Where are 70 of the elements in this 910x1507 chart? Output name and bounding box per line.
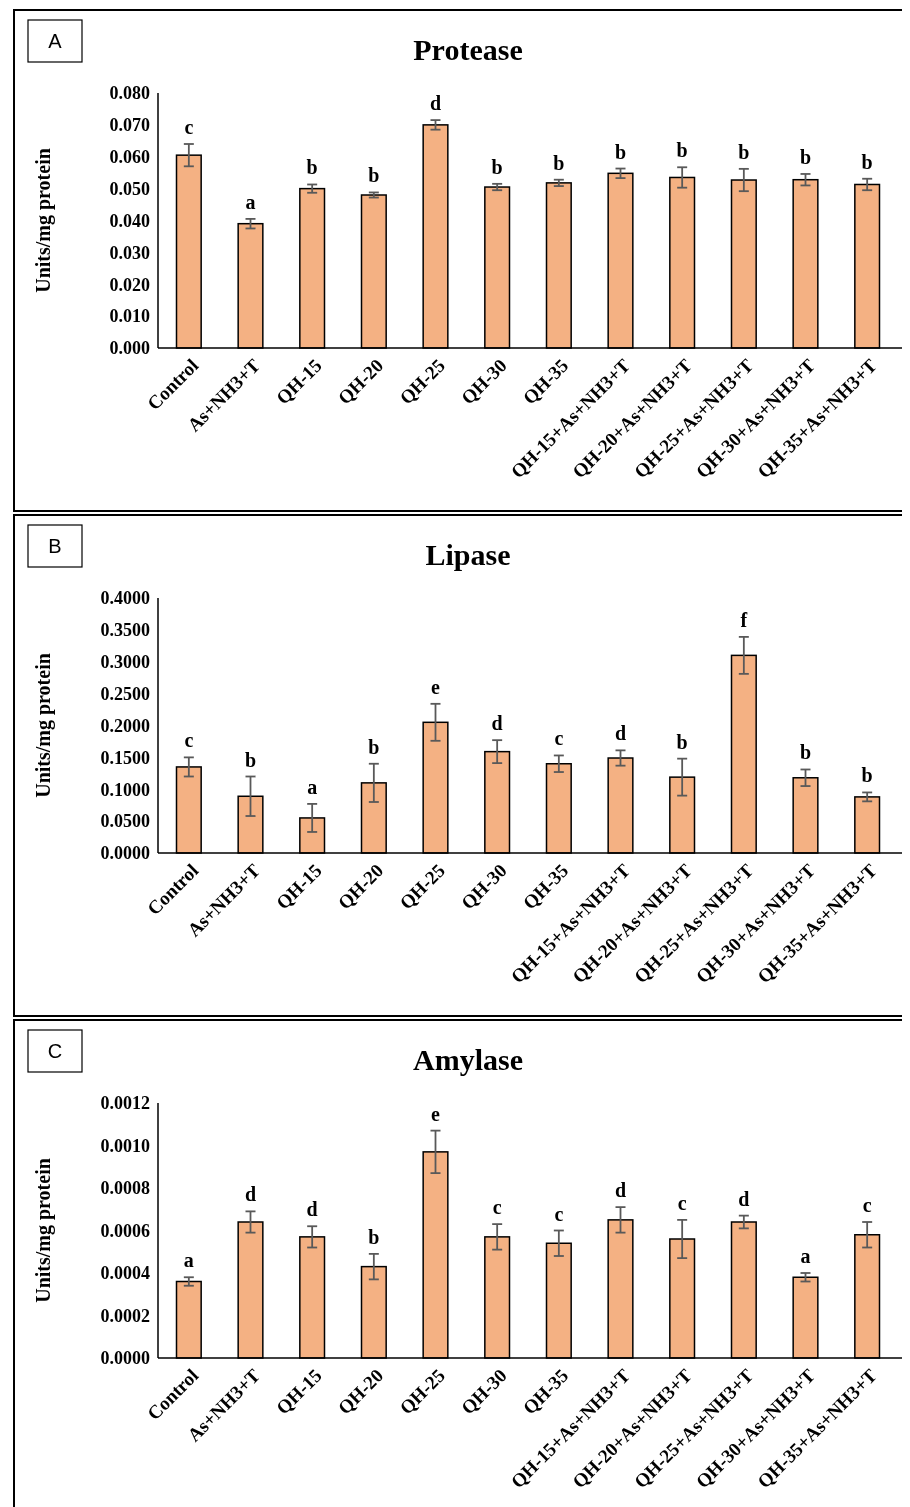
y-tick-label: 0.0006 <box>100 1220 150 1241</box>
annotation: c <box>184 116 194 138</box>
chart-title: Protease <box>413 33 523 66</box>
annotation: e <box>431 1102 441 1125</box>
y-tick-label: 0.040 <box>109 210 150 231</box>
annotation: b <box>244 748 257 771</box>
y-tick-label: 0.000 <box>109 338 150 359</box>
annotation: b <box>676 139 688 162</box>
y-tick-label: 0.1500 <box>100 747 150 768</box>
annotation: b <box>676 730 688 753</box>
annotation: e <box>431 675 441 698</box>
annotation: c <box>554 727 564 750</box>
annotation: b <box>368 735 380 758</box>
annotation: c <box>492 1196 502 1219</box>
y-tick-label: 0.0004 <box>100 1263 150 1284</box>
y-axis-title: Units/mg protein <box>32 653 55 798</box>
annotation: b <box>368 1225 380 1248</box>
y-tick-label: 0.0002 <box>100 1305 150 1326</box>
annotation: d <box>614 1179 627 1202</box>
y-tick-label: 0.4000 <box>100 588 150 609</box>
y-tick-label: 0.030 <box>109 242 150 263</box>
annotation: a <box>245 190 256 213</box>
y-tick-label: 0.1000 <box>100 779 150 800</box>
y-tick-label: 0.2500 <box>100 683 150 704</box>
annotation: b <box>491 155 503 178</box>
y-axis-title: Units/mg protein <box>32 148 55 293</box>
annotation: a <box>800 1245 811 1267</box>
annotation: d <box>306 1198 318 1221</box>
annotation: b <box>799 145 812 168</box>
annotation: c <box>862 1194 872 1216</box>
text: C <box>47 1040 63 1062</box>
annotation: b <box>738 140 750 163</box>
y-tick-label: 0.0000 <box>100 843 150 864</box>
annotation: d <box>491 712 503 735</box>
annotation: c <box>677 1191 687 1214</box>
annotation: b <box>799 741 812 764</box>
y-tick-label: 0.3000 <box>100 652 150 673</box>
y-tick-label: 0.0000 <box>100 1348 150 1369</box>
y-tick-label: 0.0500 <box>100 811 150 832</box>
text: B <box>48 535 62 557</box>
y-tick-label: 0.050 <box>109 178 150 199</box>
annotation: d <box>738 1187 750 1210</box>
y-tick-label: 0.070 <box>109 115 150 136</box>
annotation: d <box>244 1183 257 1206</box>
y-tick-label: 0.3500 <box>100 620 150 641</box>
y-tick-label: 0.060 <box>109 147 150 168</box>
annotation: b <box>861 764 873 787</box>
y-tick-label: 0.0012 <box>100 1093 150 1114</box>
annotation: b <box>306 156 318 179</box>
y-axis-title: Units/mg protein <box>32 1158 55 1303</box>
annotation: b <box>368 164 380 187</box>
annotation: b <box>553 151 565 174</box>
annotation: a <box>307 775 318 798</box>
annotation: b <box>614 140 627 163</box>
annotation: a <box>183 1249 194 1272</box>
y-tick-label: 0.020 <box>109 274 150 295</box>
y-tick-label: 0.080 <box>109 83 150 104</box>
y-tick-label: 0.0008 <box>100 1178 150 1199</box>
y-tick-label: 0.0010 <box>100 1135 150 1156</box>
annotation: b <box>861 150 873 173</box>
chart-title: Lipase <box>425 538 511 571</box>
annotation: d <box>429 92 442 115</box>
text: A <box>48 30 63 52</box>
annotation: c <box>554 1202 564 1225</box>
annotation: f <box>740 608 748 631</box>
annotation: c <box>184 729 194 752</box>
y-tick-label: 0.010 <box>109 306 150 327</box>
annotation: d <box>614 722 627 745</box>
chart-title: Amylase <box>413 1043 523 1076</box>
y-tick-label: 0.2000 <box>100 715 150 736</box>
